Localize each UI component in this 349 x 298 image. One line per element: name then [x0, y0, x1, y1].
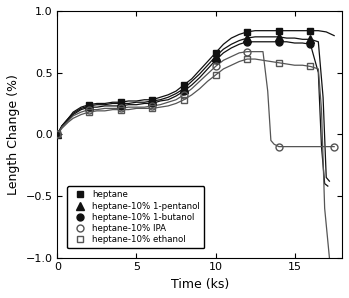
heptane-10% 1-pentanol	[150, 99, 154, 103]
heptane-10% 1-butanol	[277, 40, 281, 44]
heptane-10% 1-butanol	[119, 104, 123, 108]
heptane-10% IPA	[87, 108, 91, 111]
heptane-10% ethanol	[277, 61, 281, 65]
heptane	[55, 133, 59, 136]
heptane-10% 1-pentanol	[55, 133, 59, 136]
Y-axis label: Length Change (%): Length Change (%)	[7, 74, 20, 195]
heptane	[245, 30, 249, 34]
heptane-10% IPA	[182, 93, 186, 97]
heptane	[277, 29, 281, 32]
heptane	[214, 51, 218, 55]
heptane	[87, 103, 91, 106]
Legend: heptane, heptane-10% 1-pentanol, heptane-10% 1-butanol, heptane-10% IPA, heptane: heptane, heptane-10% 1-pentanol, heptane…	[67, 186, 205, 249]
heptane-10% ethanol	[245, 57, 249, 61]
heptane-10% IPA	[277, 145, 281, 148]
Line: heptane-10% IPA: heptane-10% IPA	[54, 48, 337, 150]
heptane-10% ethanol	[87, 110, 91, 114]
Line: heptane-10% ethanol: heptane-10% ethanol	[54, 56, 314, 138]
Line: heptane-10% 1-butanol: heptane-10% 1-butanol	[54, 38, 314, 138]
heptane-10% ethanol	[150, 107, 154, 110]
heptane-10% 1-butanol	[245, 40, 249, 44]
heptane-10% ethanol	[55, 133, 59, 136]
heptane-10% IPA	[150, 104, 154, 108]
heptane	[182, 83, 186, 87]
heptane-10% 1-pentanol	[182, 87, 186, 90]
heptane-10% 1-pentanol	[277, 35, 281, 39]
heptane-10% IPA	[214, 65, 218, 68]
heptane-10% 1-butanol	[55, 133, 59, 136]
heptane-10% 1-butanol	[214, 58, 218, 62]
Line: heptane-10% 1-pentanol: heptane-10% 1-pentanol	[53, 33, 314, 139]
heptane-10% IPA	[245, 50, 249, 53]
heptane	[119, 100, 123, 104]
heptane-10% 1-pentanol	[245, 36, 249, 40]
heptane-10% ethanol	[214, 73, 218, 77]
heptane-10% 1-pentanol	[119, 102, 123, 105]
X-axis label: Time (ks): Time (ks)	[171, 278, 229, 291]
heptane-10% ethanol	[119, 108, 123, 111]
heptane-10% 1-butanol	[150, 102, 154, 105]
heptane-10% 1-butanol	[182, 89, 186, 93]
Line: heptane: heptane	[54, 27, 314, 138]
heptane-10% 1-pentanol	[87, 104, 91, 108]
heptane	[150, 98, 154, 102]
heptane-10% IPA	[55, 133, 59, 136]
heptane-10% ethanol	[182, 98, 186, 102]
heptane-10% 1-pentanol	[308, 38, 312, 41]
heptane-10% 1-pentanol	[214, 55, 218, 58]
heptane-10% 1-butanol	[87, 105, 91, 109]
heptane-10% 1-butanol	[308, 42, 312, 46]
heptane-10% IPA	[332, 145, 336, 148]
heptane-10% ethanol	[308, 65, 312, 68]
heptane	[308, 29, 312, 32]
heptane-10% IPA	[119, 107, 123, 110]
